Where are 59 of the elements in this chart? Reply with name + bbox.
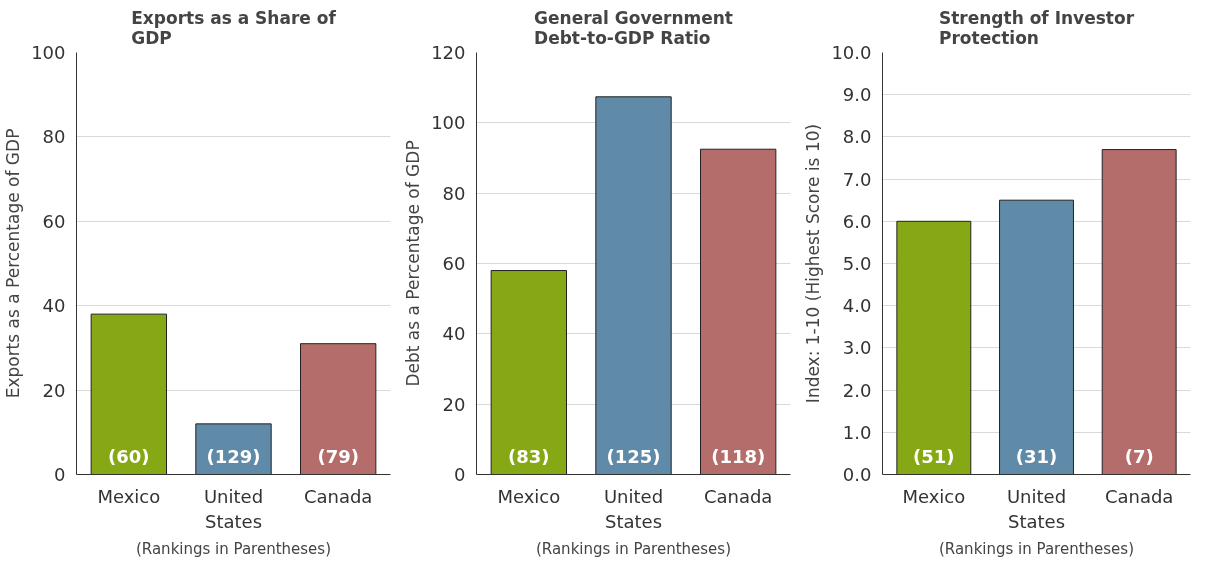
y-tick-label: 3.0 (842, 337, 872, 359)
y-tick-label: 5.0 (842, 253, 872, 274)
x-tick-label: Mexico (902, 485, 966, 507)
y-tick-label: 9.0 (842, 84, 872, 106)
y-tick-label: 80 (42, 126, 66, 148)
annotation: (79) (317, 445, 359, 467)
annotation: (7) (1124, 445, 1154, 467)
chart-title: General Government Debt-to-GDP Ratio (534, 7, 733, 48)
x-tick-label: United States (203, 485, 264, 532)
y-tick-label: 40 (442, 323, 466, 345)
y-tick-label: 2.0 (842, 379, 872, 401)
y-tick-label: 4.0 (842, 295, 872, 317)
y-tick-label: 20 (442, 393, 466, 415)
x-tick-label: United States (603, 485, 664, 532)
y-tick-label: 80 (442, 182, 466, 204)
bar (299, 343, 377, 475)
bar (595, 96, 672, 475)
y-tick-label: 0 (454, 464, 466, 485)
annotation: (60) (108, 445, 150, 467)
y-tick-label: 100 (431, 112, 466, 134)
y-tick-label: 60 (442, 253, 466, 274)
x-axis-title: (Rankings in Parentheses) (938, 539, 1135, 558)
x-axis-title: (Rankings in Parentheses) (135, 539, 332, 558)
annotation: (51) (913, 445, 955, 467)
bar (490, 270, 568, 475)
chart-title: Exports as a Share of GDP (131, 7, 337, 48)
y-tick-label: 8.0 (842, 126, 872, 148)
y-tick-label: 1.0 (842, 421, 872, 443)
x-tick-label: Mexico (97, 485, 161, 507)
y-axis-title: Exports as a Percentage of GDP (3, 128, 24, 399)
y-tick-label: 0 (54, 464, 66, 485)
annotation: (129) (206, 445, 261, 467)
bar (999, 199, 1074, 475)
x-tick-label: United States (1006, 485, 1067, 532)
y-tick-label: 40 (42, 295, 66, 317)
chart-title: Strength of Investor Protection (938, 7, 1135, 48)
bar (699, 148, 777, 475)
y-tick-label: 10.0 (831, 42, 872, 63)
y-tick-label: 6.0 (842, 210, 872, 232)
bar (1101, 149, 1177, 475)
x-tick-label: Canada (1104, 485, 1174, 507)
y-tick-label: 60 (42, 210, 66, 232)
x-tick-label: Canada (303, 485, 373, 507)
y-tick-label: 20 (42, 379, 66, 401)
y-tick-label: 7.0 (842, 168, 872, 190)
x-tick-label: Canada (703, 485, 773, 507)
annotation: (118) (711, 445, 766, 467)
annotation: (125) (606, 445, 661, 467)
bar (896, 220, 972, 475)
y-tick-label: 100 (31, 42, 66, 63)
x-tick-label: Mexico (497, 485, 561, 507)
y-tick-label: 120 (431, 42, 466, 63)
y-tick-label: 0.0 (842, 464, 872, 485)
y-axis-title: Index: 1-10 (Highest Score is 10) (803, 123, 824, 404)
annotation: (83) (508, 445, 550, 467)
annotation: (31) (1015, 445, 1058, 467)
x-axis-title: (Rankings in Parentheses) (535, 539, 732, 558)
y-axis-title: Debt as a Percentage of GDP (403, 140, 424, 387)
bar (90, 313, 168, 475)
